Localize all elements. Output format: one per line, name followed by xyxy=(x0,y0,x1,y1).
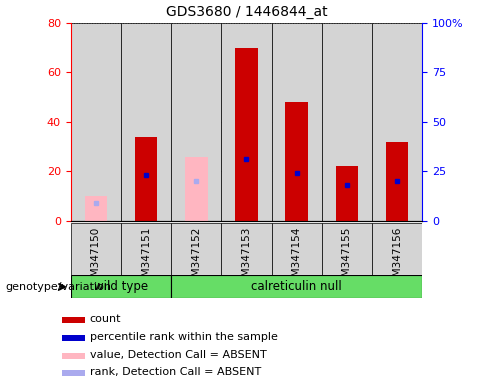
Bar xyxy=(285,102,308,221)
Bar xyxy=(71,23,121,221)
Bar xyxy=(121,23,171,221)
Bar xyxy=(71,275,171,298)
Text: GSM347156: GSM347156 xyxy=(392,227,402,290)
Text: value, Detection Call = ABSENT: value, Detection Call = ABSENT xyxy=(90,350,266,360)
Bar xyxy=(61,370,85,376)
Text: wild type: wild type xyxy=(94,280,148,293)
Bar xyxy=(222,223,271,275)
Bar xyxy=(372,23,422,221)
Bar xyxy=(322,23,372,221)
Bar xyxy=(271,23,322,221)
Bar xyxy=(271,223,322,275)
Text: rank, Detection Call = ABSENT: rank, Detection Call = ABSENT xyxy=(90,367,261,377)
Bar xyxy=(61,317,85,323)
Text: GSM347152: GSM347152 xyxy=(191,227,201,290)
Text: calreticulin null: calreticulin null xyxy=(251,280,342,293)
Bar xyxy=(135,137,157,221)
Text: GSM347155: GSM347155 xyxy=(342,227,352,290)
Bar xyxy=(336,166,358,221)
Text: genotype/variation: genotype/variation xyxy=(5,282,111,292)
Bar xyxy=(185,157,207,221)
Bar xyxy=(171,223,222,275)
Text: count: count xyxy=(90,314,121,324)
Bar xyxy=(222,23,271,221)
Bar xyxy=(171,23,222,221)
Bar xyxy=(171,275,422,298)
Bar xyxy=(84,196,107,221)
Text: GSM347154: GSM347154 xyxy=(292,227,302,290)
Text: GSM347150: GSM347150 xyxy=(91,227,101,290)
Text: GSM347151: GSM347151 xyxy=(141,227,151,290)
Title: GDS3680 / 1446844_at: GDS3680 / 1446844_at xyxy=(165,5,327,19)
Bar xyxy=(235,48,258,221)
Bar xyxy=(322,223,372,275)
Text: percentile rank within the sample: percentile rank within the sample xyxy=(90,332,278,342)
Text: GSM347153: GSM347153 xyxy=(242,227,251,290)
Bar xyxy=(61,335,85,341)
Bar xyxy=(121,223,171,275)
Bar xyxy=(386,142,408,221)
Bar xyxy=(61,353,85,359)
Bar xyxy=(372,223,422,275)
Bar xyxy=(71,223,121,275)
